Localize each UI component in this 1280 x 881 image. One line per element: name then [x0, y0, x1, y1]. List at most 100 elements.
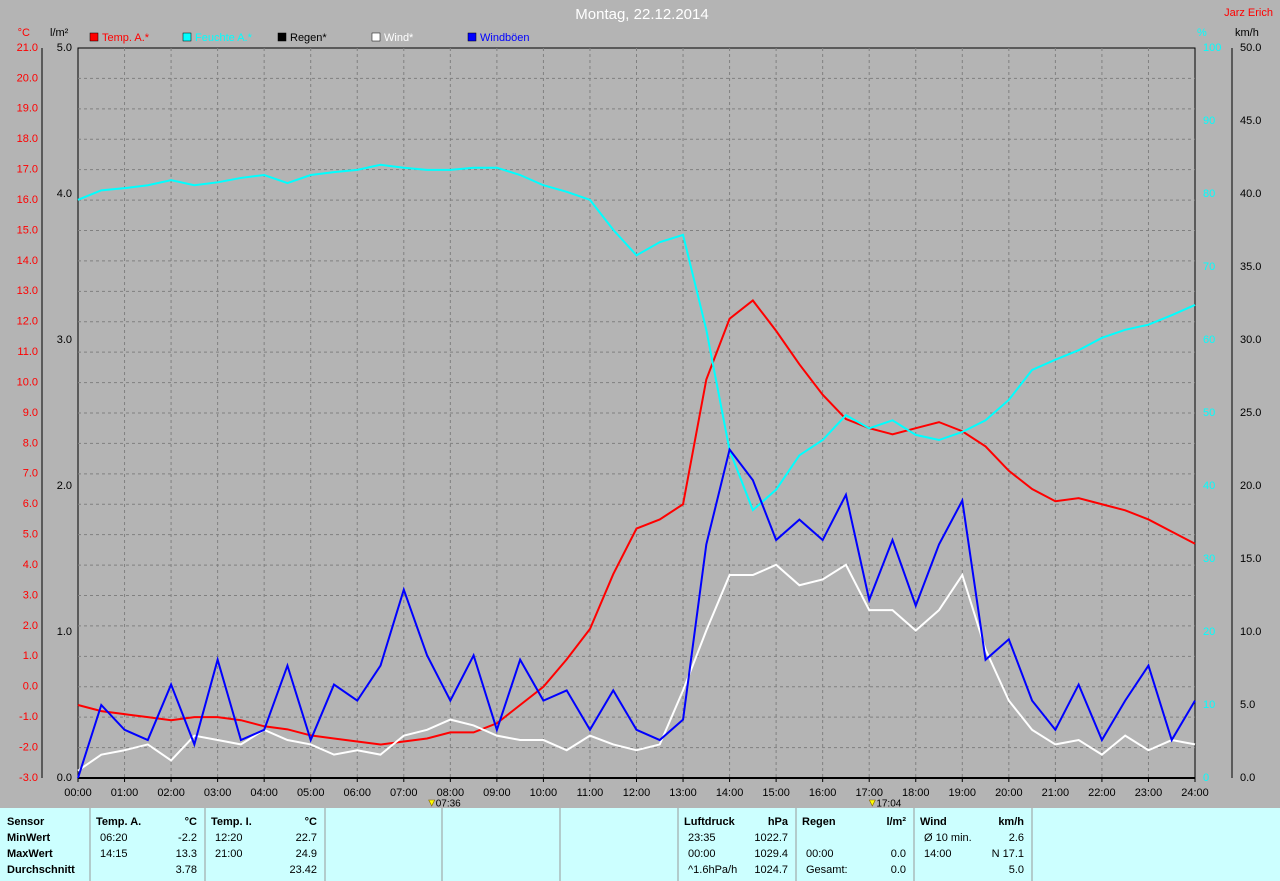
y-tick-label: 10 [1203, 699, 1215, 711]
sun-label: 07:36 [436, 799, 461, 810]
y-tick-label: 90 [1203, 115, 1215, 127]
x-tick-label: 21:00 [1042, 787, 1070, 799]
table-cell: 12:20 [215, 832, 243, 844]
y-tick-label: 11.0 [17, 346, 38, 358]
x-tick-label: 19:00 [949, 787, 977, 799]
y-tick-label: 6.0 [23, 498, 38, 510]
y-tick-label: 0.0 [23, 681, 38, 693]
unit-wind: km/h [1235, 27, 1259, 39]
y-tick-label: 17.0 [17, 164, 38, 176]
x-tick-label: 14:00 [716, 787, 744, 799]
y-tick-label: 70 [1203, 261, 1215, 273]
legend-label: Feuchte A.* [195, 32, 253, 44]
y-tick-label: -1.0 [19, 711, 38, 723]
legend-swatch [277, 32, 287, 42]
y-tick-label: 7.0 [23, 468, 38, 480]
table-cell: 23:35 [688, 832, 716, 844]
y-tick-label: -3.0 [19, 772, 38, 784]
x-tick-label: 11:00 [577, 787, 604, 799]
y-tick-label: 2.0 [57, 480, 72, 492]
y-tick-label: 20.0 [17, 72, 38, 84]
y-tick-label: 15.0 [1240, 553, 1261, 565]
legend-label: Wind* [384, 32, 414, 44]
table-cell: 23.42 [289, 864, 317, 876]
table-cell: 22.7 [296, 832, 317, 844]
x-tick-label: 23:00 [1135, 787, 1163, 799]
table-row-label: Durchschnitt [7, 864, 75, 876]
table-cell: 14:15 [100, 848, 128, 860]
y-tick-label: -2.0 [19, 741, 38, 753]
sun-marker [428, 799, 436, 807]
table-unit: hPa [768, 816, 789, 828]
x-tick-label: 20:00 [995, 787, 1023, 799]
x-tick-label: 15:00 [762, 787, 790, 799]
table-header: Temp. A. [96, 816, 141, 828]
table-cell: 21:00 [215, 848, 243, 860]
x-tick-label: 01:00 [111, 787, 139, 799]
x-tick-label: 03:00 [204, 787, 232, 799]
x-tick-label: 04:00 [250, 787, 278, 799]
y-tick-label: 3.0 [57, 334, 72, 346]
series-line [77, 299, 1196, 746]
table-header: Regen [802, 816, 836, 828]
table-cell: 00:00 [688, 848, 716, 860]
table-cell: 06:20 [100, 832, 128, 844]
y-tick-label: 4.0 [57, 188, 72, 200]
table-cell: 1029.4 [754, 848, 788, 860]
y-tick-label: 0 [1203, 772, 1209, 784]
y-tick-label: 5.0 [57, 42, 72, 54]
table-header: Sensor [7, 816, 45, 828]
x-tick-label: 00:00 [64, 787, 92, 799]
y-tick-label: 4.0 [23, 559, 38, 571]
table-cell: 5.0 [1009, 864, 1024, 876]
table-row-label: MaxWert [7, 848, 53, 860]
y-tick-label: 100 [1203, 42, 1221, 54]
y-tick-label: 5.0 [1240, 699, 1255, 711]
y-tick-label: 21.0 [17, 42, 38, 54]
table-row-label: MinWert [7, 832, 51, 844]
table-cell: 0.0 [891, 848, 906, 860]
table-cell: ^1.6hPa/h [688, 864, 737, 876]
x-tick-label: 16:00 [809, 787, 837, 799]
y-tick-label: 3.0 [23, 589, 38, 601]
x-tick-label: 17:00 [855, 787, 883, 799]
table-unit: km/h [998, 816, 1024, 828]
table-header: Temp. I. [211, 816, 252, 828]
table-cell: 00:00 [806, 848, 834, 860]
y-tick-label: 18.0 [17, 133, 38, 145]
y-tick-label: 50 [1203, 407, 1215, 419]
table-unit: °C [305, 816, 317, 828]
chart-title: Montag, 22.12.2014 [575, 6, 708, 23]
y-tick-label: 40.0 [1240, 188, 1261, 200]
legend-swatch [89, 32, 99, 42]
table-header: Wind [920, 816, 947, 828]
y-tick-label: 0.0 [57, 772, 72, 784]
table-cell: 1024.7 [754, 864, 788, 876]
table-cell: Ø 10 min. [924, 832, 972, 844]
legend-swatch [467, 32, 477, 42]
x-tick-label: 07:00 [390, 787, 418, 799]
sun-marker [868, 799, 876, 807]
x-tick-label: 10:00 [530, 787, 558, 799]
y-tick-label: 20 [1203, 626, 1215, 638]
table-header: Luftdruck [684, 816, 736, 828]
y-tick-label: 1.0 [57, 626, 72, 638]
table-cell: N 17.1 [992, 848, 1024, 860]
legend-swatch [182, 32, 192, 42]
table-cell: -2.2 [178, 832, 197, 844]
x-tick-label: 02:00 [157, 787, 185, 799]
x-tick-label: 08:00 [437, 787, 465, 799]
legend-label: Temp. A.* [102, 32, 150, 44]
legend-swatch [371, 32, 381, 42]
y-tick-label: 15.0 [17, 224, 38, 236]
y-tick-label: 10.0 [17, 376, 38, 388]
table-cell: 14:00 [924, 848, 952, 860]
y-tick-label: 2.0 [23, 620, 38, 632]
x-tick-label: 12:00 [623, 787, 651, 799]
table-unit: °C [185, 816, 197, 828]
y-tick-label: 0.0 [1240, 772, 1255, 784]
y-tick-label: 12.0 [17, 316, 38, 328]
y-tick-label: 13.0 [17, 285, 38, 297]
